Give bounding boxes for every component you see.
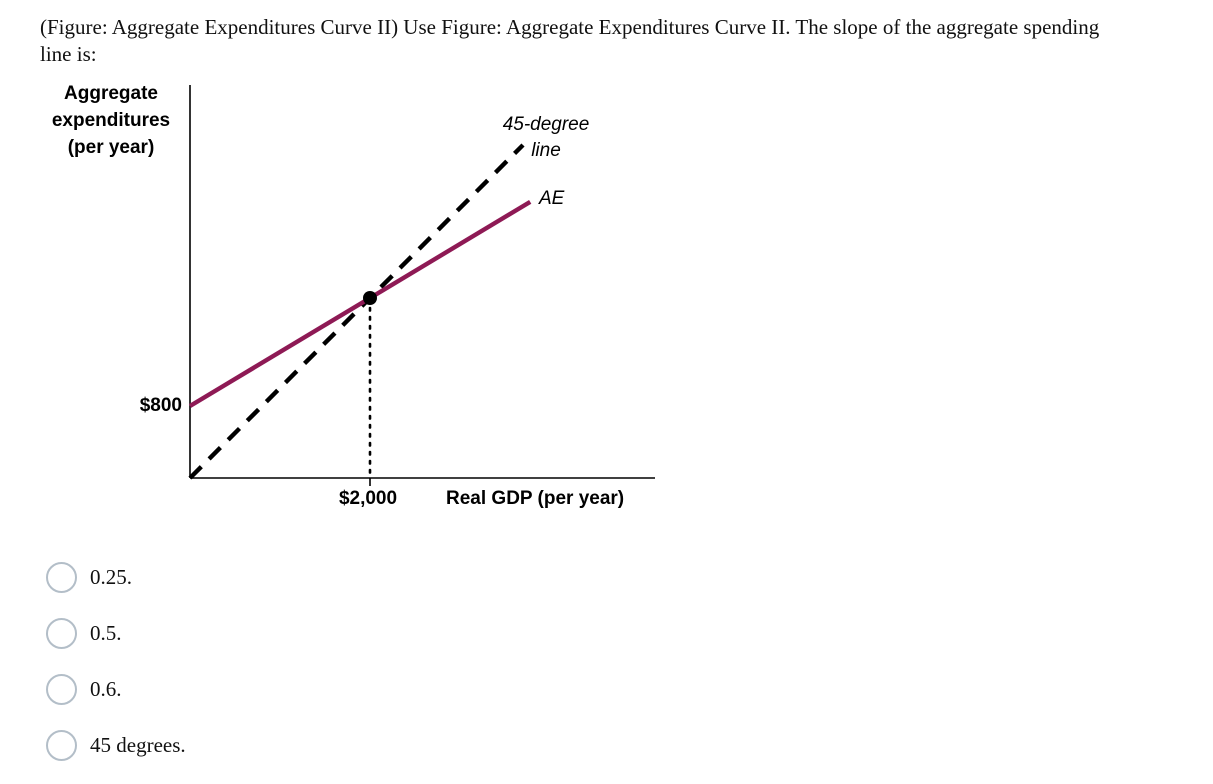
forty-five-degree-line-label: 45-degree line [502,114,590,161]
ae-figure: Aggregate expenditures (per year) 45-deg… [40,78,720,528]
forty-five-degree-line [188,143,525,480]
radio-button[interactable] [46,562,77,593]
option-label[interactable]: 0.5. [90,621,122,645]
option-label[interactable]: 0.25. [90,565,132,589]
answer-options: 0.25. 0.5. 0.6. 45 degrees. [46,562,186,761]
answer-option-3[interactable]: 0.6. [46,674,186,705]
equilibrium-point [363,291,377,305]
radio-button[interactable] [46,730,77,761]
option-label[interactable]: 45 degrees. [90,733,186,757]
answer-option-1[interactable]: 0.25. [46,562,186,593]
answer-option-2[interactable]: 0.5. [46,618,186,649]
option-label[interactable]: 0.6. [90,677,122,701]
question-text: (Figure: Aggregate Expenditures Curve II… [40,15,1100,66]
ae-line-label: AE [539,188,565,209]
radio-button[interactable] [46,674,77,705]
radio-button[interactable] [46,618,77,649]
x-axis-label: Real GDP (per year) [446,488,625,509]
x-tick-label-2000: $2,000 [338,488,398,509]
y-axis-label: Aggregate expenditures (per year) [51,83,171,158]
answer-option-4[interactable]: 45 degrees. [46,730,186,761]
ae-line [188,199,532,408]
ae-chart [188,85,655,486]
y-tick-label-800: $800 [139,395,182,416]
